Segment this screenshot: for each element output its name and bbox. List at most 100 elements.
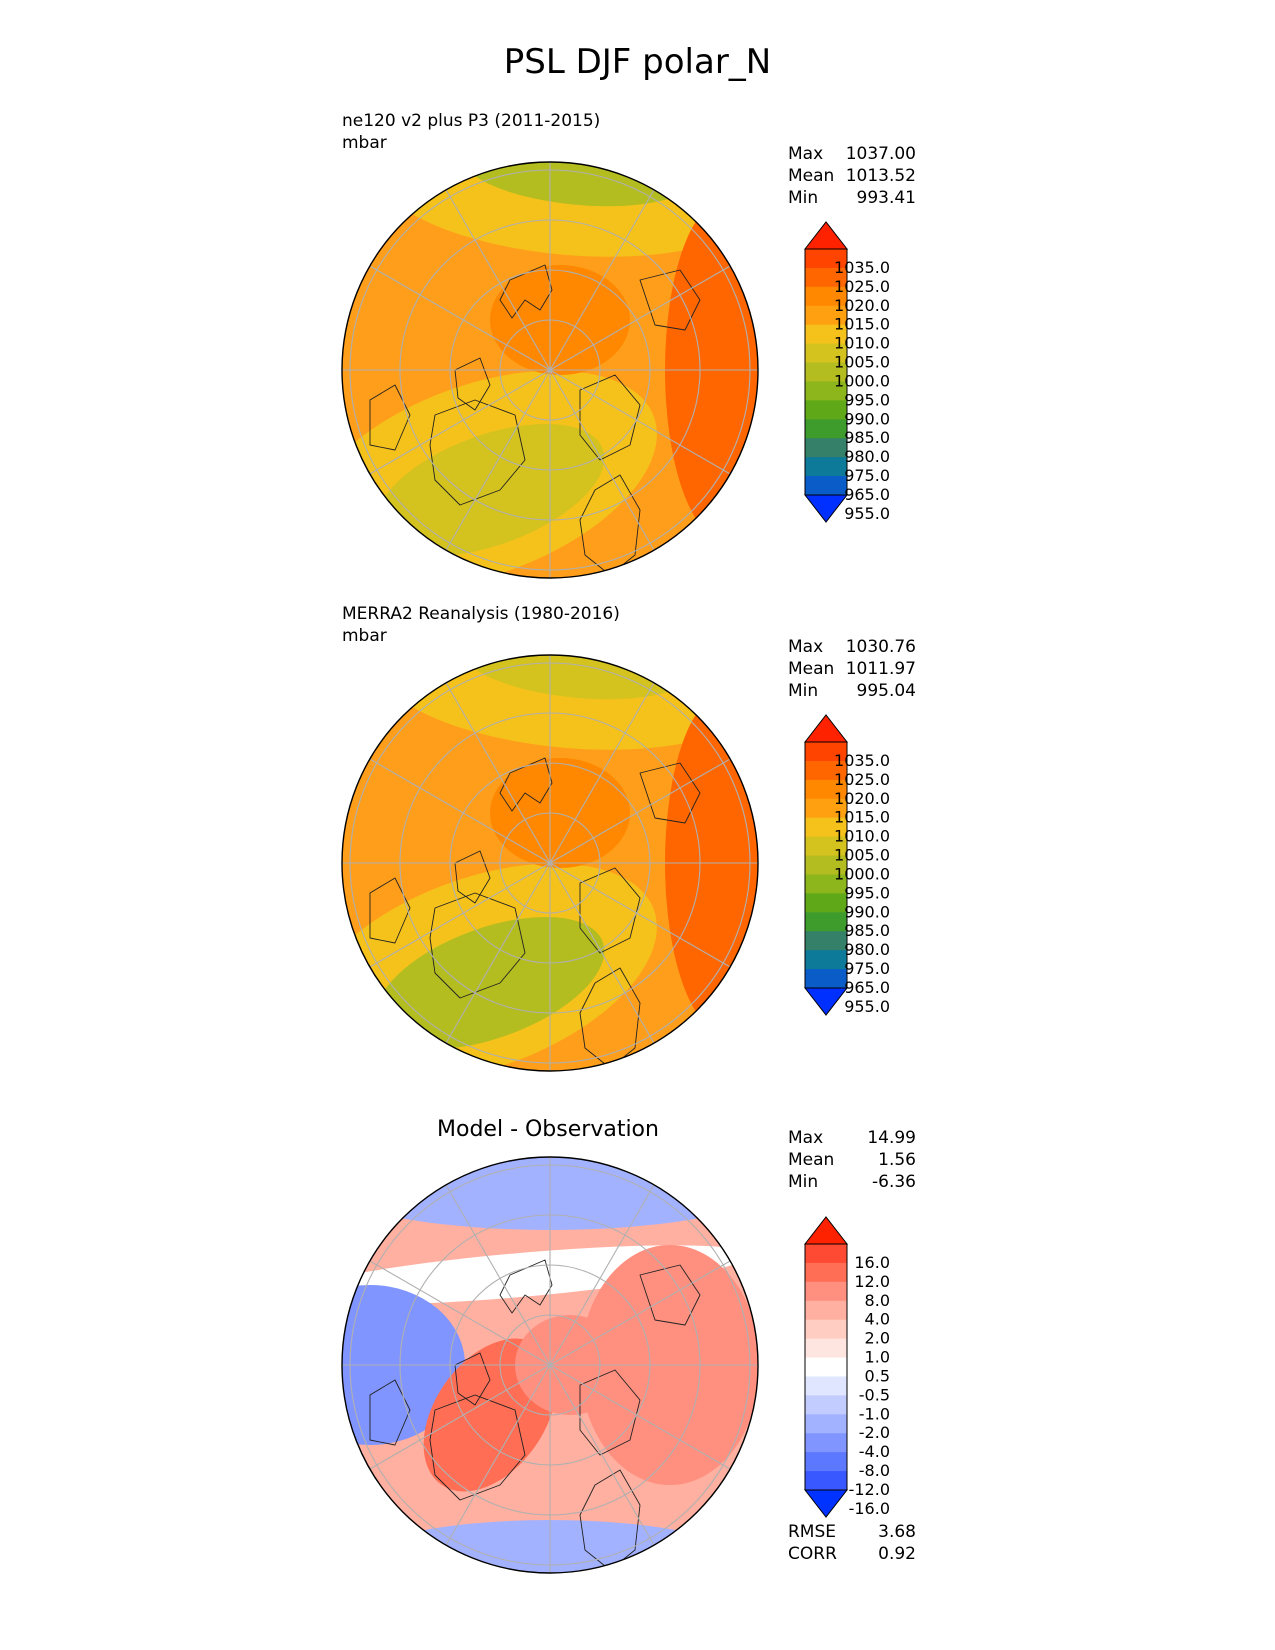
colorbar-band	[805, 1281, 847, 1302]
colorbar-band	[805, 267, 847, 288]
map-boundary	[341, 161, 759, 579]
colorbar-psl: 1035.01025.01020.01015.01010.01005.01000…	[803, 714, 890, 1016]
stat-mean: Mean 1011.97	[788, 659, 916, 679]
coastline	[499, 1259, 553, 1314]
stat-min: Min 993.41	[788, 188, 916, 208]
colorbar-tick-label: 1010.0	[834, 827, 890, 846]
colorbar-psl: 1035.01025.01020.01015.01010.01005.01000…	[803, 221, 890, 523]
colorbar-tick-label: 995.0	[844, 883, 890, 902]
coastline	[579, 374, 641, 461]
colorbar-band	[805, 969, 847, 989]
longitude-gridline	[549, 369, 731, 475]
colorbar-band	[805, 1433, 847, 1453]
panel-reference: MERRA2 Reanalysis (1980-2016) mbar Max 10…	[0, 603, 1275, 1083]
colorbar-band	[805, 893, 847, 913]
longitude-gridline	[445, 682, 551, 864]
longitude-gridline	[549, 1260, 731, 1366]
panel-title: ne120 v2 plus P3 (2011-2015)	[342, 111, 601, 131]
colorbar-band	[805, 305, 847, 326]
colorbar-band	[805, 1395, 847, 1415]
coastline	[579, 867, 641, 954]
metric-corr: CORR 0.92	[788, 1544, 916, 1564]
colorbar-tick-label: 1000.0	[834, 864, 890, 883]
colorbar-band	[805, 1357, 847, 1377]
coastline	[369, 384, 411, 451]
colorbar-band	[805, 249, 847, 269]
colorbar-band	[805, 798, 847, 819]
panel-units: mbar	[342, 626, 387, 646]
colorbar-frame	[804, 1243, 848, 1491]
colorbar-tick-label: 1035.0	[834, 258, 890, 277]
colorbar-band	[805, 1300, 847, 1321]
polar-map-difference	[341, 1156, 759, 1574]
colorbar-tick-label: 12.0	[854, 1272, 890, 1291]
colorbar-tick-label: 1025.0	[834, 277, 890, 296]
colorbar-band	[805, 836, 847, 857]
field-region-aleutian-low-core	[460, 162, 700, 207]
colorbar-tick-label: 16.0	[854, 1253, 890, 1272]
colorbar-tick-label: 990.0	[844, 409, 890, 428]
colorbar-tick-label: 1000.0	[834, 371, 890, 390]
colorbar-tick-label: -2.0	[859, 1423, 890, 1442]
stat-min: Min -6.36	[788, 1172, 916, 1192]
colorbar-band	[805, 1414, 847, 1434]
field-region-arctic-high	[490, 265, 630, 375]
panel-title: MERRA2 Reanalysis (1980-2016)	[342, 604, 620, 624]
longitude-gridline	[369, 1364, 551, 1470]
colorbar-tick-label: 1005.0	[834, 353, 890, 372]
longitude-gridline	[549, 862, 731, 968]
colorbar-tick-label: -16.0	[849, 1499, 890, 1518]
colorbar-band	[805, 912, 847, 932]
colorbar-tick-label: 1020.0	[834, 296, 890, 315]
colorbar-tick-label: 1015.0	[834, 315, 890, 334]
metrics-box: RMSE 3.68 CORR 0.92	[788, 1521, 916, 1565]
colorbar-tick-label: 4.0	[865, 1310, 890, 1329]
field-region-aleutian-low-core	[460, 655, 700, 700]
colorbar-band	[805, 760, 847, 781]
colorbar-band	[805, 1244, 847, 1264]
colorbar-band	[805, 931, 847, 951]
field-region-atlantic-low-core	[375, 917, 605, 1049]
colorbar-band	[805, 324, 847, 345]
colorbar-tick-label: 980.0	[844, 447, 890, 466]
longitude-gridline	[549, 1184, 655, 1366]
colorbar-tick-label: 1025.0	[834, 770, 890, 789]
colorbar-tick-label: 955.0	[844, 504, 890, 523]
longitude-gridline	[369, 369, 551, 475]
colorbar-extend-max	[803, 221, 849, 250]
colorbar-extend-min	[803, 1489, 849, 1518]
colorbar-tick-label: -1.0	[859, 1404, 890, 1423]
colorbar-band	[805, 1376, 847, 1396]
diff-title: Model - Observation	[437, 1117, 659, 1142]
colorbar-tick-label: 1010.0	[834, 334, 890, 353]
longitude-gridline	[445, 862, 551, 1044]
colorbar-tick-label: 1005.0	[834, 846, 890, 865]
coastline	[579, 1369, 641, 1456]
coastline	[369, 1379, 411, 1446]
colorbar-band	[805, 286, 847, 307]
colorbar-tick-label: 985.0	[844, 428, 890, 447]
colorbar-tick-label: 1035.0	[834, 751, 890, 770]
map-boundary	[341, 1156, 759, 1574]
colorbar-band	[805, 476, 847, 496]
colorbar-tick-label: -12.0	[849, 1480, 890, 1499]
stats-box: Max 1037.00 Mean 1013.52 Min 993.41	[788, 143, 916, 209]
colorbar-band	[805, 400, 847, 420]
colorbar-band	[805, 1471, 847, 1491]
panel-units: mbar	[342, 133, 387, 153]
coastline	[639, 269, 701, 331]
longitude-gridline	[549, 862, 655, 1044]
colorbar-band	[805, 1262, 847, 1283]
metric-rmse: RMSE 3.68	[788, 1522, 916, 1542]
coastline	[639, 762, 701, 824]
colorbar-band	[805, 457, 847, 477]
colorbar-band	[805, 874, 847, 894]
colorbar-tick-label: 965.0	[844, 485, 890, 504]
colorbar-band	[805, 381, 847, 401]
colorbar-tick-label: 990.0	[844, 902, 890, 921]
colorbar-tick-label: 1020.0	[834, 789, 890, 808]
colorbar-tick-label: 965.0	[844, 978, 890, 997]
stat-max: Max 14.99	[788, 1128, 916, 1148]
colorbar-tick-label: 985.0	[844, 921, 890, 940]
colorbar-frame	[804, 248, 848, 496]
